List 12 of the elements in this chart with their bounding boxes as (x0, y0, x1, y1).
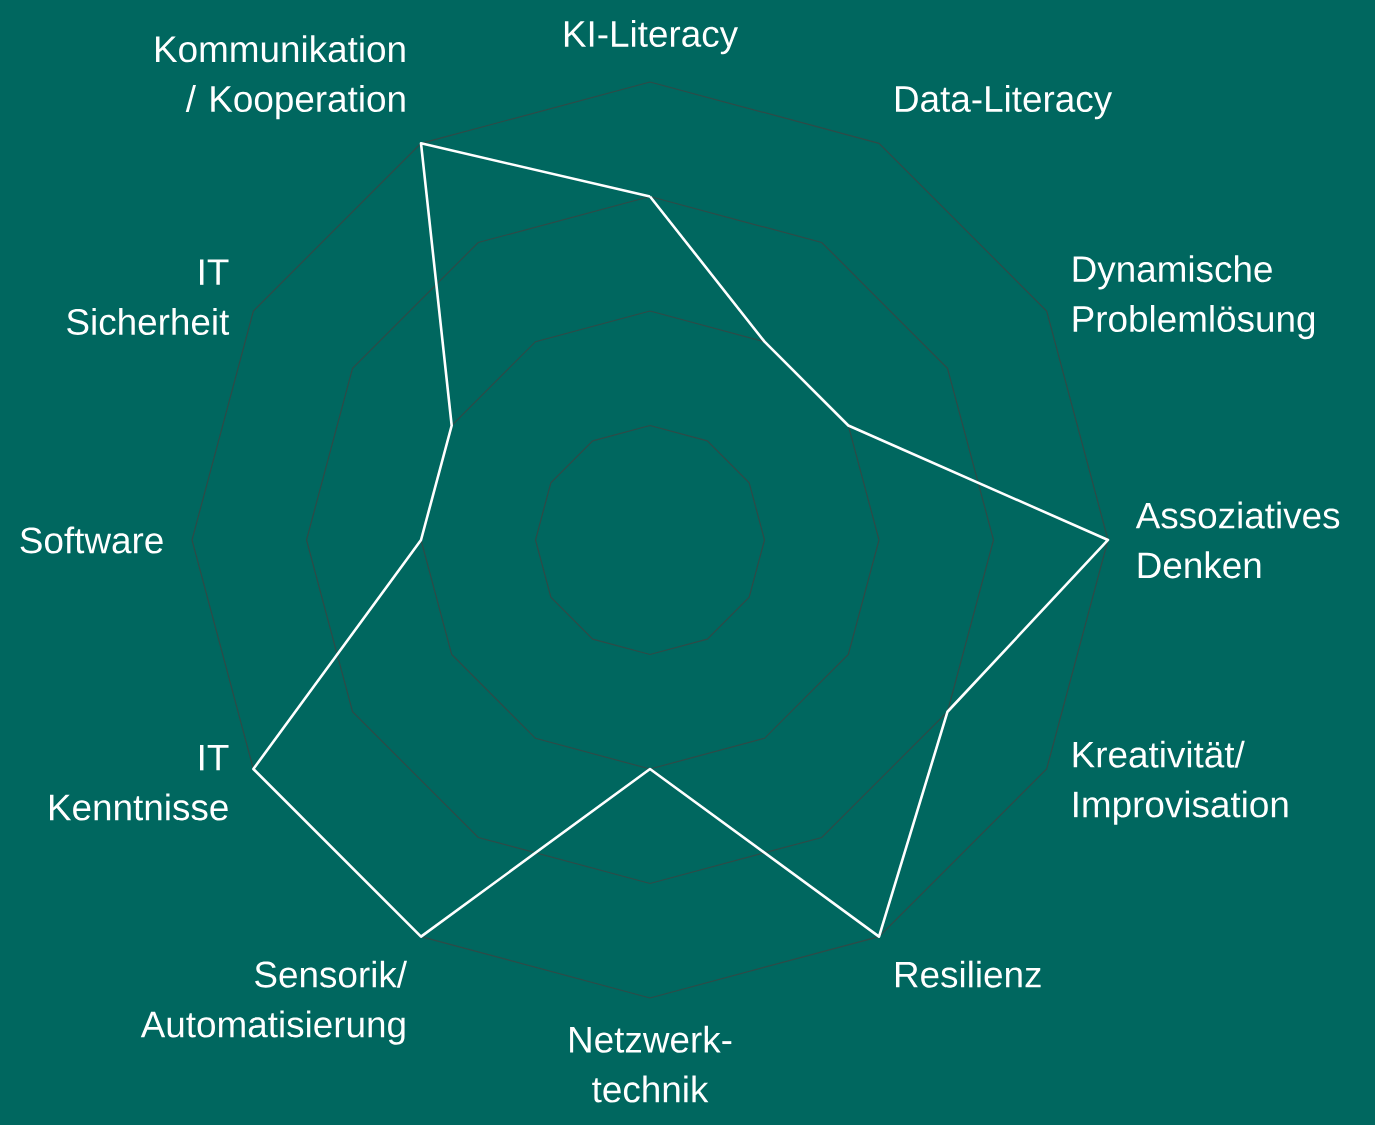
spoke-label: Kreativität/ Improvisation (1073, 740, 1288, 825)
spoke-label: KI-Literacy (564, 19, 739, 55)
spoke-label: Data-Literacy (895, 84, 1113, 120)
spoke-label: Netzwerk-technik (570, 1025, 732, 1103)
spoke-label: IT Kenntnisse (50, 744, 229, 821)
spoke-label: Assoziatives Denken (1135, 501, 1340, 579)
spoke-label: Kommunikation / Kooperation (156, 35, 405, 120)
spoke-label: Software (20, 526, 163, 554)
spoke-label: Resilienz (895, 960, 1041, 988)
spoke-label: Sensorik/ Automatisierung (140, 960, 408, 1045)
spoke-label: Dynamische Problemlösung (1073, 255, 1315, 340)
spoke-label: IT Sicherheit (67, 259, 230, 336)
